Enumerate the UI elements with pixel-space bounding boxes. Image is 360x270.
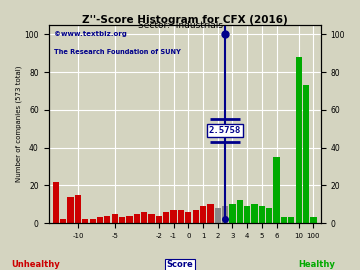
Bar [281, 217, 287, 223]
Bar [274, 157, 280, 223]
Bar [288, 217, 294, 223]
Bar [215, 208, 221, 223]
Bar [67, 197, 74, 223]
Text: ©www.textbiz.org: ©www.textbiz.org [54, 31, 127, 37]
Bar [303, 85, 309, 223]
Bar [178, 210, 184, 223]
Bar [266, 208, 273, 223]
Bar [185, 212, 192, 223]
Bar [259, 206, 265, 223]
Bar [156, 215, 162, 223]
Bar [310, 217, 316, 223]
Bar [75, 195, 81, 223]
Bar [200, 206, 206, 223]
Bar [60, 219, 66, 223]
Bar [126, 215, 132, 223]
Bar [82, 219, 89, 223]
Bar [251, 204, 258, 223]
Title: Z''-Score Histogram for CFX (2016): Z''-Score Histogram for CFX (2016) [82, 15, 288, 25]
Text: Score: Score [167, 260, 193, 269]
Bar [97, 217, 103, 223]
Bar [90, 219, 96, 223]
Bar [171, 210, 177, 223]
Bar [244, 206, 250, 223]
Bar [112, 214, 118, 223]
Bar [207, 204, 213, 223]
Y-axis label: Number of companies (573 total): Number of companies (573 total) [15, 66, 22, 182]
Bar [141, 212, 147, 223]
Bar [163, 212, 169, 223]
Bar [229, 204, 235, 223]
Text: 2.5758: 2.5758 [209, 126, 241, 135]
Bar [193, 210, 199, 223]
Text: Unhealthy: Unhealthy [12, 260, 60, 269]
Text: Healthy: Healthy [298, 260, 335, 269]
Text: The Research Foundation of SUNY: The Research Foundation of SUNY [54, 49, 181, 55]
Bar [119, 217, 125, 223]
Bar [104, 215, 111, 223]
Bar [237, 200, 243, 223]
Bar [134, 214, 140, 223]
Bar [222, 206, 228, 223]
Bar [296, 57, 302, 223]
Bar [148, 214, 155, 223]
Bar [53, 182, 59, 223]
Text: Sector:  Industrials: Sector: Industrials [138, 21, 222, 30]
